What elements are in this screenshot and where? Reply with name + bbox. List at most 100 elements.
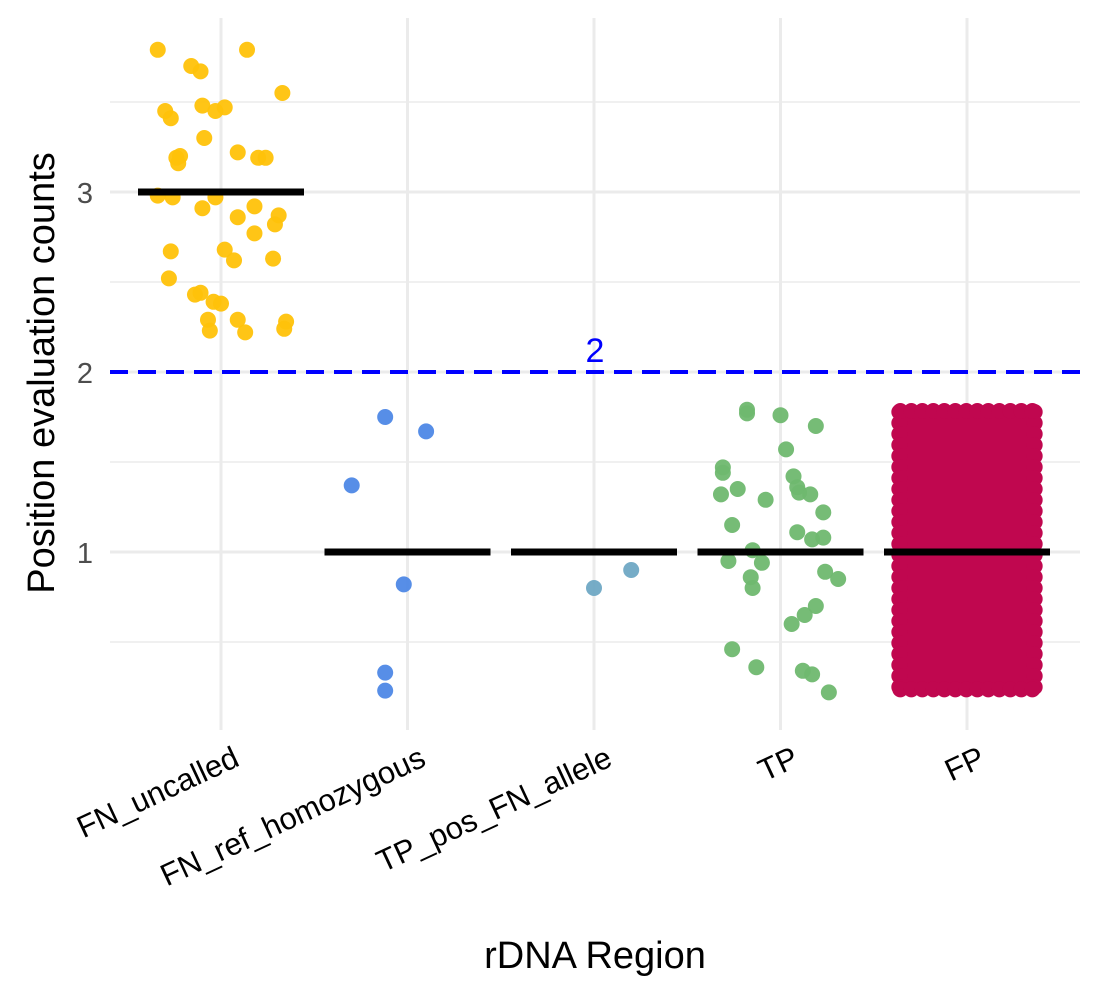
data-point [980,681,997,698]
y-tick-labels: 1 2 3 [77,178,93,570]
data-point [891,426,908,442]
data-point [891,591,908,607]
data-point [891,536,908,552]
y-tick-label: 2 [77,358,93,390]
data-point [925,681,942,698]
data-point [739,405,756,422]
data-point [980,403,997,419]
data-point [1026,646,1043,662]
data-point [891,668,908,684]
data-point [807,598,824,614]
data-point [712,486,729,503]
data-point [162,110,179,127]
data-point [586,580,602,596]
data-point [891,525,908,541]
data-point [772,407,789,424]
data-point [377,409,394,425]
data-point [807,418,824,434]
data-point [1013,681,1030,698]
data-point [729,481,746,497]
data-point [266,216,283,233]
data-point [891,580,908,596]
data-point [1026,657,1043,673]
data-point [201,322,218,339]
data-point [891,624,908,640]
data-point [720,553,737,569]
data-point [1026,437,1043,453]
data-point [891,657,908,673]
data-point [246,198,263,215]
data-point [714,464,731,481]
x-tick-label: TP [753,740,804,788]
data-point [149,41,166,58]
data-point [891,635,908,651]
data-point [229,144,246,161]
data-point [623,562,640,578]
data-point [162,243,179,260]
data-point [170,155,187,172]
data-point [947,403,964,419]
data-point [958,681,975,698]
data-point [891,646,908,662]
data-point [1026,514,1043,530]
y-axis-title: Position evaluation counts [21,152,63,594]
data-point [969,403,986,419]
data-point [1026,492,1043,508]
data-point [891,613,908,629]
y-tick-label: 1 [77,538,93,570]
data-point [1026,613,1043,629]
data-point [820,684,837,701]
data-point [903,681,920,698]
data-point [265,250,282,267]
data-point [817,563,834,580]
data-point [274,85,291,101]
data-point [991,403,1008,419]
data-point [724,641,741,658]
data-point [229,209,246,226]
data-point [724,517,741,533]
data-point [744,580,761,596]
data-point [802,486,819,503]
data-point [216,241,233,258]
data-point [947,681,964,698]
data-point [395,576,412,593]
data-point [192,63,209,80]
data-point [1026,525,1043,541]
x-tick-label: FP [939,740,990,788]
data-point [257,149,274,166]
data-point [936,681,953,698]
data-point [891,437,908,453]
data-point [1026,591,1043,607]
data-point [1026,481,1043,497]
x-tick-label: FN_uncalled [71,740,244,845]
data-point [216,99,233,116]
data-point [891,558,908,574]
data-point [1013,403,1030,419]
data-point [377,664,394,681]
y-tick-label: 3 [77,178,93,210]
data-point [196,130,213,146]
data-point [891,470,908,486]
data-point [1024,403,1041,419]
data-point [1026,635,1043,651]
data-point [892,403,909,419]
data-point [815,504,832,521]
data-point [891,459,908,475]
data-point [1026,668,1043,684]
data-point [796,607,813,623]
data-point [891,448,908,464]
data-point [1002,681,1019,698]
data-point [925,403,942,419]
data-point [1026,624,1043,640]
data-point [1026,602,1043,618]
data-point [1026,558,1043,574]
data-point [1026,580,1043,596]
data-point [160,270,177,287]
data-point [1026,415,1043,431]
data-point [892,681,909,698]
data-point [276,320,293,337]
x-tick-labels: FN_uncalledFN_ref_homozygousTP_pos_FN_al… [71,740,990,893]
data-point [936,403,953,419]
data-point [903,403,920,419]
data-point [969,681,986,698]
